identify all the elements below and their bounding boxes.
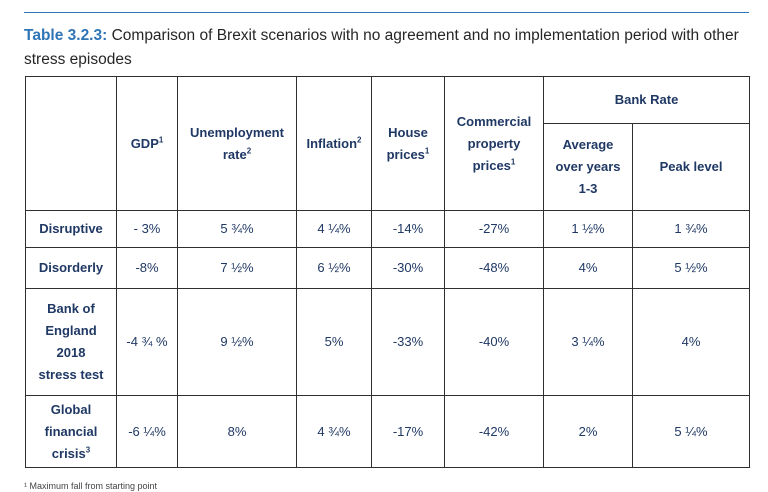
col-header-house-line2: prices — [386, 146, 425, 162]
row-label-sup: 3 — [85, 445, 91, 455]
cell-commercial-property: -42% — [444, 395, 544, 468]
cell-unemployment: 9 ½% — [177, 288, 297, 396]
col-header-peak-level: Peak level — [631, 123, 751, 211]
cell-inflation: 5% — [296, 288, 372, 396]
col-header-gdp-sup: 1 — [158, 135, 164, 145]
header-row-bottom: Average over years 1-3 Peak level — [26, 123, 751, 211]
cell-bank-rate-peak: 4% — [631, 288, 751, 396]
col-header-house-sup: 1 — [424, 146, 430, 156]
table-row: Disruptive - 3% 5 ¾% 4 ¼% -14% -27% 1 ½%… — [25, 210, 751, 248]
col-header-house-line1: House — [388, 124, 428, 140]
cell-gdp: - 3% — [116, 210, 178, 248]
row-label: Global financial crisis3 — [25, 395, 117, 468]
col-header-average-line3: 1-3 — [578, 181, 598, 196]
cell-bank-rate-peak: 5 ¼% — [631, 395, 751, 468]
cell-bank-rate-peak: 1 ¾% — [631, 210, 751, 248]
row-label-line: Disruptive — [39, 221, 103, 236]
cell-gdp: -8% — [116, 247, 178, 289]
cell-inflation: 4 ¼% — [296, 210, 372, 248]
row-label-line: financial — [44, 423, 98, 439]
cell-commercial-property: -27% — [444, 210, 544, 248]
row-label: Bank of England 2018 stress test — [25, 288, 117, 396]
cell-bank-rate-average: 2% — [543, 395, 633, 468]
top-rule — [24, 12, 749, 13]
cell-bank-rate-peak: 5 ½% — [631, 247, 751, 289]
cell-unemployment: 8% — [177, 395, 297, 468]
row-label: Disorderly — [25, 247, 117, 289]
header-corner-cell — [25, 76, 117, 211]
table-title: Comparison of Brexit scenarios with no a… — [24, 27, 739, 68]
col-header-bank-rate: Bank Rate — [542, 76, 751, 124]
col-header-average-line1: Average — [562, 137, 614, 152]
col-header-commercial-line1: Commercial — [456, 113, 532, 129]
comparison-table: GDP1 Unemployment rate2 Inflation2 House… — [25, 76, 751, 468]
table-row: Bank of England 2018 stress test -4 ¾ % … — [25, 288, 751, 396]
cell-house-prices: -30% — [371, 247, 445, 289]
col-header-gdp: GDP1 — [116, 76, 178, 211]
col-header-commercial-line3: prices — [472, 157, 511, 173]
cell-unemployment: 5 ¾% — [177, 210, 297, 248]
col-header-house-prices: House prices1 — [371, 76, 445, 211]
row-label-line: 2018 — [56, 345, 86, 360]
col-header-average: Average over years 1-3 — [543, 123, 633, 211]
col-header-average-line2: over years — [555, 159, 621, 174]
col-header-commercial-sup: 1 — [510, 157, 516, 167]
col-header-commercial-property: Commercial property prices1 — [444, 76, 544, 211]
table-row: Global financial crisis3 -6 ¼% 8% 4 ¾% -… — [25, 395, 751, 468]
cell-inflation: 4 ¾% — [296, 395, 372, 468]
cell-commercial-property: -48% — [444, 247, 544, 289]
col-header-unemployment-line2: rate — [222, 146, 247, 162]
col-header-inflation-label: Inflation — [306, 135, 358, 151]
row-label-line: Disorderly — [38, 260, 104, 275]
cell-unemployment: 7 ½% — [177, 247, 297, 289]
row-label: Disruptive — [25, 210, 117, 248]
row-label-line: stress test — [38, 367, 104, 382]
row-label-line: Bank of — [47, 301, 95, 316]
col-header-unemployment-sup: 2 — [246, 146, 252, 156]
table-caption: Table 3.2.3: Comparison of Brexit scenar… — [24, 24, 749, 72]
row-label-line: England — [45, 323, 97, 338]
cell-gdp: -6 ¼% — [116, 395, 178, 468]
col-header-peak-label: Peak level — [659, 159, 723, 174]
row-label-line: Global — [50, 401, 92, 417]
col-header-gdp-label: GDP — [130, 135, 159, 151]
footnote: ¹ Maximum fall from starting point — [24, 481, 158, 491]
cell-house-prices: -14% — [371, 210, 445, 248]
header-row-top: GDP1 Unemployment rate2 Inflation2 House… — [25, 76, 751, 211]
cell-commercial-property: -40% — [444, 288, 544, 396]
cell-house-prices: -17% — [371, 395, 445, 468]
table-number: Table 3.2.3: — [24, 27, 108, 44]
col-header-commercial-line2: property — [467, 135, 521, 151]
col-header-inflation: Inflation2 — [296, 76, 372, 211]
cell-gdp: -4 ¾ % — [116, 288, 178, 396]
cell-inflation: 6 ½% — [296, 247, 372, 289]
cell-bank-rate-average: 4% — [543, 247, 633, 289]
row-label-line: crisis — [51, 445, 86, 461]
col-header-unemployment-line1: Unemployment — [190, 124, 284, 140]
table-row: Disorderly -8% 7 ½% 6 ½% -30% -48% 4% 5 … — [25, 247, 751, 289]
col-header-bank-rate-label: Bank Rate — [614, 92, 679, 107]
col-header-unemployment: Unemployment rate2 — [177, 76, 297, 211]
cell-house-prices: -33% — [371, 288, 445, 396]
col-header-inflation-sup: 2 — [357, 135, 362, 145]
cell-bank-rate-average: 3 ¼% — [543, 288, 633, 396]
cell-bank-rate-average: 1 ½% — [543, 210, 633, 248]
